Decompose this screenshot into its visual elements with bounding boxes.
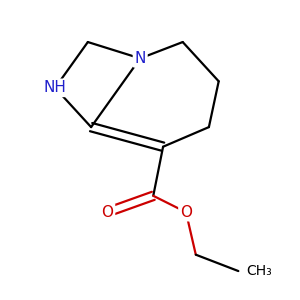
Text: O: O: [101, 205, 113, 220]
Text: CH₃: CH₃: [247, 264, 272, 278]
Text: N: N: [134, 51, 146, 66]
Text: O: O: [180, 205, 192, 220]
Text: NH: NH: [44, 80, 67, 95]
